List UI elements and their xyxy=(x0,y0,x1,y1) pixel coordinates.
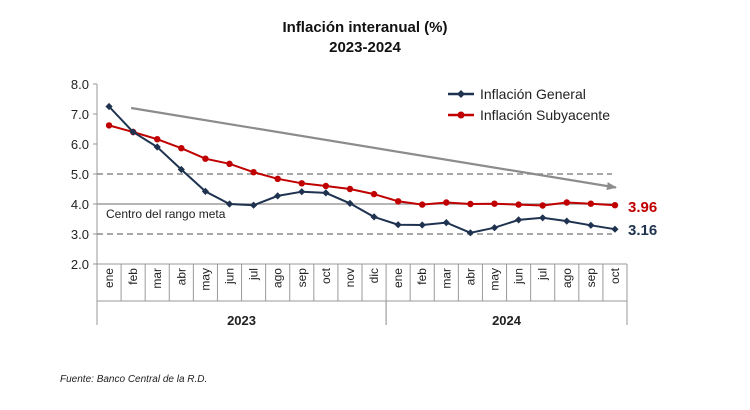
data-point-subyacente xyxy=(178,145,185,152)
legend-marker-subyacente xyxy=(457,111,465,119)
data-point-general xyxy=(611,225,619,233)
data-point-general xyxy=(442,219,450,227)
chart-subtitle: 2023-2024 xyxy=(329,39,401,56)
legend-label-subyacente: Inflación Subyacente xyxy=(480,107,610,123)
source-note: Fuente: Banco Central de la R.D. xyxy=(60,374,208,385)
x-tick-label: sep xyxy=(584,268,598,288)
series-line-general xyxy=(108,105,616,234)
data-point-general xyxy=(466,229,475,237)
data-point-general xyxy=(370,213,378,221)
data-point-subyacente xyxy=(202,155,209,162)
x-tick-label: nov xyxy=(343,268,357,287)
x-tick-label: ago xyxy=(271,268,285,288)
data-point-subyacente xyxy=(539,202,546,209)
series-group xyxy=(105,102,619,237)
x-tick-label: abr xyxy=(463,268,477,285)
data-point-general xyxy=(298,188,306,196)
data-point-subyacente xyxy=(370,190,378,198)
x-tick-label: jun xyxy=(223,268,237,285)
data-point-subyacente xyxy=(154,136,161,143)
data-point-subyacente xyxy=(611,202,619,209)
data-point-general xyxy=(490,224,499,232)
x-tick-label: may xyxy=(198,268,212,291)
data-point-subyacente xyxy=(274,175,281,182)
legend: Inflación General Inflación Subyacente xyxy=(448,86,610,123)
data-point-general xyxy=(249,201,258,209)
x-tick-label: sep xyxy=(295,268,309,288)
data-point-general xyxy=(225,200,234,208)
data-point-subyacente xyxy=(298,180,305,187)
end-label-subyacente: 3.96 xyxy=(628,199,657,216)
x-tick-label: mar xyxy=(439,268,453,289)
trend-arrow xyxy=(130,106,617,190)
y-tick-label: 4.0 xyxy=(71,197,89,212)
x-tick-label: ene xyxy=(391,268,405,288)
series-line-subyacente xyxy=(108,124,616,207)
y-tick-label: 3.0 xyxy=(71,227,89,242)
data-point-subyacente xyxy=(346,185,354,193)
x-tick-label: ago xyxy=(560,268,574,288)
x-tick-label: oct xyxy=(608,267,622,284)
y-tick-label: 8.0 xyxy=(71,77,89,92)
data-point-subyacente xyxy=(250,169,257,176)
y-tick-label: 2.0 xyxy=(71,257,89,272)
x-tick-label: mar xyxy=(150,268,164,289)
reference-lines xyxy=(97,173,612,235)
data-point-general xyxy=(177,165,185,174)
x-tick-label: feb xyxy=(415,268,429,285)
data-point-general xyxy=(394,221,402,229)
year-label: 2024 xyxy=(492,313,522,328)
data-point-subyacente xyxy=(467,200,474,208)
data-point-subyacente xyxy=(491,200,498,207)
data-point-subyacente xyxy=(515,201,522,208)
x-tick-label: feb xyxy=(126,268,140,285)
x-tick-label: ene xyxy=(102,268,116,288)
end-label-general: 3.16 xyxy=(628,222,657,239)
x-tick-label: abr xyxy=(174,268,188,285)
data-point-general xyxy=(105,102,113,111)
data-point-general xyxy=(153,143,161,151)
x-tick-label: may xyxy=(488,268,502,291)
data-point-general xyxy=(201,187,210,195)
data-point-general xyxy=(587,221,595,229)
trend-arrow-group xyxy=(130,106,617,190)
x-tick-label: jul xyxy=(536,268,550,281)
x-tick-label: jun xyxy=(512,268,526,285)
data-point-subyacente xyxy=(226,160,233,167)
data-point-subyacente xyxy=(443,199,450,206)
data-point-subyacente xyxy=(105,122,113,129)
data-point-general xyxy=(346,199,354,207)
data-point-general xyxy=(418,221,426,229)
y-tick-label: 7.0 xyxy=(71,107,89,122)
x-tick-label: dic xyxy=(367,268,381,283)
y-tick-label: 6.0 xyxy=(71,137,89,152)
target-center-label: Centro del rango meta xyxy=(106,207,226,221)
x-tick-label: oct xyxy=(319,267,333,284)
data-point-subyacente xyxy=(322,182,330,190)
data-point-subyacente xyxy=(419,201,426,208)
year-label: 2023 xyxy=(227,313,256,328)
data-point-general xyxy=(563,217,571,225)
data-point-subyacente xyxy=(394,198,402,205)
data-point-general xyxy=(129,128,137,136)
chart-title: Inflación interanual (%) xyxy=(282,19,447,36)
x-tick-label: jul xyxy=(247,268,261,281)
y-tick-label: 5.0 xyxy=(71,167,89,182)
data-point-subyacente xyxy=(563,199,570,206)
data-point-general xyxy=(514,216,523,224)
legend-marker-general xyxy=(457,90,465,98)
data-point-general xyxy=(539,214,547,222)
data-point-general xyxy=(274,192,282,200)
data-point-subyacente xyxy=(587,200,595,207)
data-point-general xyxy=(322,189,330,197)
axes: 2.0 3.0 4.0 5.0 6.0 7.0 8.0 xyxy=(71,77,628,325)
legend-label-general: Inflación General xyxy=(480,86,586,102)
